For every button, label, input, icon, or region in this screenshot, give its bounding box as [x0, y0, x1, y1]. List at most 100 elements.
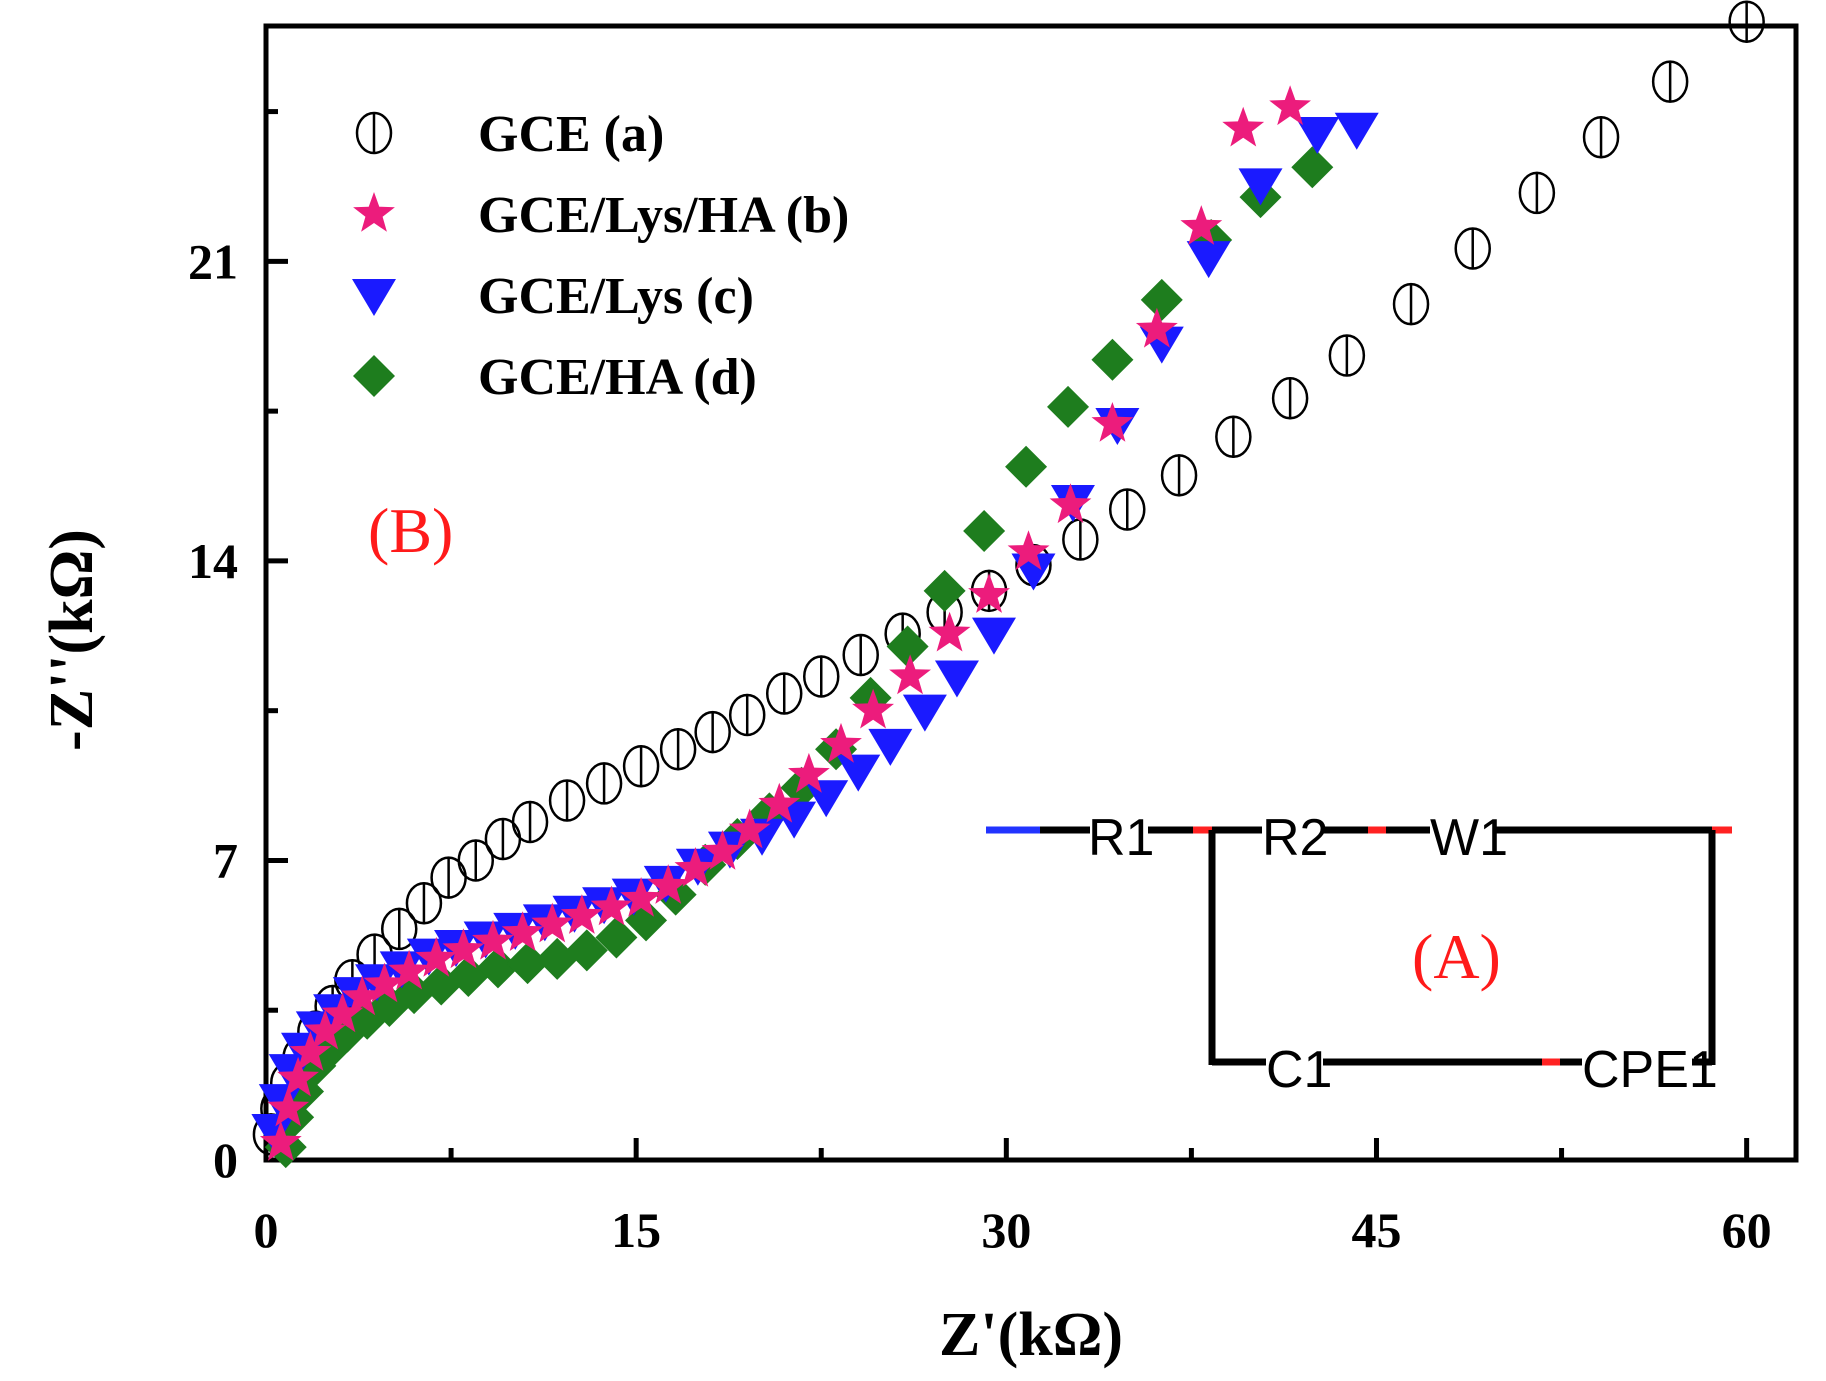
data-point [622, 745, 660, 788]
data-point [963, 509, 1006, 552]
data-point [928, 611, 971, 652]
axis-tick-labels: 0 15 30 45 60 0 7 14 21 [188, 233, 1772, 1258]
data-point [405, 881, 443, 925]
data-point [1271, 377, 1309, 420]
panel-label-b: (B) [368, 495, 453, 566]
y-tick-label: 21 [188, 233, 238, 289]
data-point [472, 919, 514, 960]
data-point [501, 911, 544, 951]
data-point [934, 660, 979, 698]
data-point [1728, 0, 1765, 43]
series-1 [259, 85, 1311, 1161]
data-point [536, 937, 579, 980]
legend-marker-gce [355, 111, 393, 155]
legend-label-gce: GCE (a) [478, 106, 664, 163]
data-point [565, 929, 608, 972]
y-axis-title: -Z''(kΩ) [38, 529, 106, 751]
data-point [620, 877, 662, 917]
circuit-label-w1: W1 [1430, 809, 1508, 867]
data-point [585, 762, 623, 805]
data-point [457, 839, 495, 882]
data-point [701, 829, 744, 870]
data-point [506, 942, 549, 985]
data-point [923, 569, 966, 612]
data-point [430, 856, 467, 899]
data-point [1328, 334, 1366, 377]
legend-item-gce: GCE (a) [355, 106, 664, 163]
data-point [694, 710, 731, 754]
circuit-label-r2: R2 [1262, 809, 1328, 867]
data-point [728, 808, 771, 849]
x-tick-label: 60 [1722, 1202, 1772, 1258]
data-point [1454, 227, 1491, 270]
legend-item-gce-ha: GCE/HA (d) [353, 349, 757, 406]
y-tick-label: 14 [188, 533, 238, 589]
data-point [304, 1009, 347, 1050]
legend-item-gce-lys: GCE/Lys (c) [352, 268, 754, 325]
series-layer [251, 0, 1765, 1169]
data-point [674, 847, 717, 887]
data-point [341, 975, 384, 1016]
data-point [758, 782, 801, 823]
data-point [388, 949, 431, 990]
data-point [560, 894, 603, 934]
data-point [531, 902, 574, 943]
data-point [1091, 338, 1134, 381]
x-tick-label: 15 [611, 1202, 661, 1258]
legend-item-gce-lys-ha: GCE/Lys/HA (b) [353, 187, 849, 244]
y-tick-label: 0 [213, 1132, 238, 1188]
data-point [1007, 530, 1050, 571]
legend-symbol [353, 355, 395, 397]
legend-symbol [355, 111, 393, 155]
data-point [1222, 106, 1265, 147]
legend-label-gce-lys-ha: GCE/Lys/HA (b) [478, 187, 849, 244]
data-point [889, 654, 931, 695]
x-tick-label: 30 [981, 1202, 1031, 1258]
circuit-label-r1: R1 [1088, 809, 1154, 867]
legend: GCE (a) GCE/Lys/HA (b) GCE/Lys (c) GCE/H… [352, 106, 849, 406]
data-point [971, 617, 1016, 655]
data-point [788, 752, 830, 793]
data-point [1108, 488, 1146, 531]
data-point [590, 885, 633, 926]
data-point [595, 916, 638, 959]
data-point [1135, 307, 1178, 348]
data-point [1062, 518, 1099, 561]
data-point [647, 864, 690, 904]
data-point [820, 722, 862, 763]
data-point [1295, 116, 1340, 154]
data-point [277, 1056, 319, 1097]
data-point [484, 817, 522, 861]
data-point [1392, 282, 1430, 326]
plot-frame [263, 23, 1799, 1163]
data-point [1334, 112, 1379, 150]
data-point [326, 1010, 369, 1053]
data-point [802, 655, 840, 698]
series-3 [264, 146, 1334, 1169]
data-point [868, 728, 913, 766]
x-axis-title: Z'(kΩ) [939, 1301, 1123, 1369]
data-point [1180, 205, 1223, 245]
data-point [659, 727, 697, 771]
legend-symbol [353, 192, 395, 232]
data-point [363, 962, 406, 1003]
data-point [447, 954, 490, 997]
data-point [251, 1114, 296, 1152]
data-point [1215, 415, 1252, 459]
data-point [289, 1031, 332, 1071]
legend-marker-gce-lys-ha [353, 192, 395, 232]
data-point [886, 625, 929, 668]
data-point [1049, 483, 1092, 524]
panel-label-a: (A) [1412, 921, 1501, 992]
data-point [321, 992, 364, 1033]
data-point [1269, 85, 1311, 126]
data-point [1651, 60, 1689, 103]
data-point [1140, 278, 1183, 321]
data-point [1518, 171, 1556, 215]
data-point [804, 780, 849, 818]
data-point [836, 754, 881, 792]
circuit-label-cpe1: CPE1 [1582, 1041, 1718, 1099]
data-point [1091, 402, 1134, 442]
data-point [476, 946, 519, 989]
